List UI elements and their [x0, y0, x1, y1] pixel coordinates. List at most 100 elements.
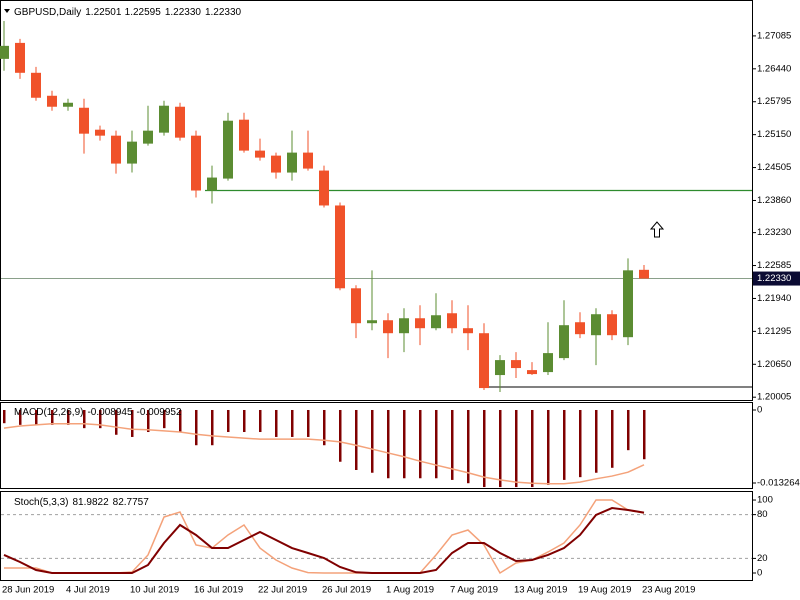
macd-bar — [387, 409, 390, 479]
macd-bar — [195, 409, 198, 446]
candle-body — [543, 353, 553, 373]
header-part: Stoch(5,3,3) — [14, 497, 68, 508]
y-tick-label: 1.26440 — [757, 63, 791, 74]
header-part: -0.008945 — [87, 407, 132, 418]
header-part: 1.22595 — [125, 7, 162, 18]
macd-bar — [3, 409, 6, 424]
header-part: 1.22330 — [165, 7, 202, 18]
stoch-panel — [0, 491, 753, 581]
macd-bar — [35, 409, 38, 425]
candle-body — [111, 135, 121, 164]
macd-bar — [531, 409, 534, 488]
x-tick-label: 23 Aug 2019 — [642, 585, 695, 596]
macd-bar — [595, 409, 598, 473]
indicator-header: GBPUSD,Daily 1.22501 1.22595 1.22330 1.22330 — [14, 7, 242, 18]
header-part: 82.7757 — [113, 497, 150, 508]
macd-bar — [275, 409, 278, 437]
macd-bar — [611, 409, 614, 468]
macd-bar — [483, 409, 486, 488]
macd-bar — [435, 409, 438, 479]
candle-body — [527, 370, 537, 375]
header-part: GBPUSD,Daily — [14, 7, 81, 18]
macd-bar — [467, 409, 470, 484]
candle-body — [351, 288, 361, 324]
macd-bar — [163, 409, 166, 429]
candle-body — [319, 170, 329, 206]
candle-body — [95, 129, 105, 136]
header-part: 1.22330 — [205, 7, 242, 18]
macd-panel — [0, 402, 753, 489]
y-tick-label: 20 — [757, 553, 768, 564]
macd-bar — [563, 409, 566, 480]
candle-body — [415, 318, 425, 329]
candle-body — [447, 313, 457, 329]
x-tick-label: 28 Jun 2019 — [2, 585, 54, 596]
candle-body — [399, 318, 409, 334]
x-tick-label: 4 Jul 2019 — [66, 585, 110, 596]
x-tick-label: 19 Aug 2019 — [578, 585, 631, 596]
y-tick-label: 100 — [757, 495, 773, 506]
indicator-header: MACD(12,26,9) -0.008945 -0.009952 — [14, 407, 182, 418]
current-price-box — [753, 271, 800, 286]
y-tick-label: 1.27085 — [757, 30, 791, 41]
macd-bar — [643, 409, 646, 460]
candle-body — [495, 360, 505, 376]
macd-bar — [547, 409, 550, 485]
menu-triangle[interactable] — [4, 9, 10, 13]
candle-body — [79, 107, 89, 134]
macd-bar — [371, 409, 374, 473]
y-tick-label: 1.20005 — [757, 392, 791, 403]
macd-bar — [307, 409, 310, 437]
candle-body — [303, 152, 313, 169]
candle-body — [383, 320, 393, 334]
macd-bar — [179, 409, 182, 433]
candle-body — [15, 42, 25, 73]
candle-body — [207, 177, 217, 191]
macd-bar — [291, 409, 294, 437]
indicator-line — [3, 423, 645, 485]
candle-body — [335, 205, 345, 289]
y-tick-label: -0.013264 — [757, 478, 800, 489]
candle-body — [463, 328, 473, 334]
y-tick-label: 1.25795 — [757, 96, 791, 107]
header-part: 1.22501 — [85, 7, 122, 18]
x-tick-label: 13 Aug 2019 — [514, 585, 567, 596]
macd-bar — [211, 409, 214, 446]
macd-bar — [115, 409, 118, 435]
y-tick-label: 1.23860 — [757, 195, 791, 206]
macd-bar — [627, 409, 630, 451]
candle-body — [175, 106, 185, 138]
header-part: -0.009952 — [137, 407, 182, 418]
candle-body — [255, 150, 265, 158]
current-price-label: 1.22330 — [757, 273, 791, 284]
candle-body — [591, 314, 601, 336]
macd-bar — [339, 409, 342, 462]
macd-bar — [579, 409, 582, 478]
candle-body — [575, 322, 585, 335]
y-tick-label: 1.20650 — [757, 359, 791, 370]
macd-bar — [323, 409, 326, 446]
candle-body — [479, 333, 489, 389]
y-tick-label: 80 — [757, 509, 768, 520]
y-tick-label: 1.21940 — [757, 293, 791, 304]
macd-bar — [147, 409, 150, 433]
macd-bar — [259, 409, 262, 433]
candle-body — [127, 141, 137, 164]
candle-body — [63, 102, 73, 107]
candle-body — [511, 360, 521, 369]
macd-bar — [131, 409, 134, 437]
x-tick-label: 10 Jul 2019 — [130, 585, 179, 596]
macd-bar — [227, 409, 230, 433]
y-tick-label: 1.24505 — [757, 162, 791, 173]
candle-body — [367, 320, 377, 324]
indicator-line — [3, 507, 645, 574]
macd-bar — [51, 409, 54, 425]
macd-bar — [67, 409, 70, 425]
y-tick-label: 1.22585 — [757, 260, 791, 271]
header-part: MACD(12,26,9) — [14, 407, 83, 418]
candle-body — [223, 120, 233, 179]
x-tick-label: 16 Jul 2019 — [194, 585, 243, 596]
y-tick-label: 0 — [757, 405, 762, 416]
candle-body — [639, 269, 649, 279]
